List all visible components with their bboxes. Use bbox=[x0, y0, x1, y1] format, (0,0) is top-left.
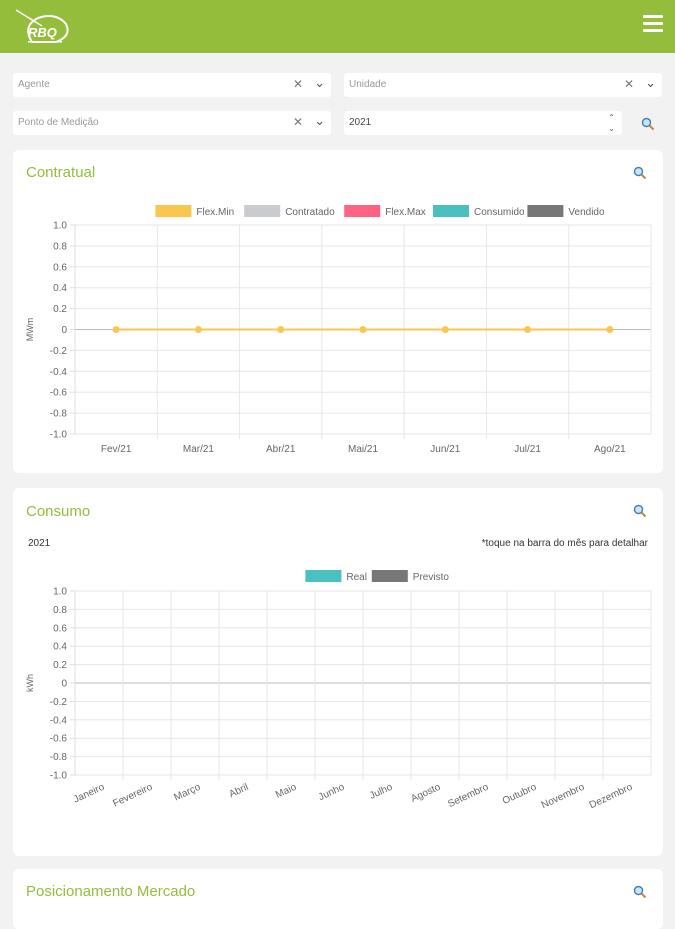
mercado-title: Posicionamento Mercado bbox=[26, 883, 196, 900]
consumo-year: 2021 bbox=[28, 538, 51, 549]
consumo-hint: *toque na barra do mês para detalhar bbox=[481, 538, 648, 549]
y-tick-label-7: -0.4 bbox=[50, 367, 68, 378]
y-tick-label-0: 1.0 bbox=[53, 587, 67, 598]
legend-label-4: Vendido bbox=[568, 207, 605, 218]
y-tick-label-9: -0.8 bbox=[50, 409, 68, 420]
consumo-chart: Real Previsto 1.0 0.8 0.6 0.4 0.2 0 -0.2 -0.4 -0.6… bbox=[25, 570, 652, 812]
rbq-logo[interactable]: RBQ bbox=[12, 6, 72, 48]
y-tick-label-5: 0 bbox=[61, 325, 67, 336]
legend-swatch-3 bbox=[433, 205, 469, 217]
unidade-chevron-down-icon[interactable]: ⌄ bbox=[645, 75, 656, 90]
legend-swatch-0 bbox=[155, 205, 192, 217]
legend-swatch-0 bbox=[305, 570, 342, 582]
x-tick-label-4: Maio bbox=[274, 782, 299, 801]
contratual-search-icon[interactable] bbox=[633, 166, 647, 180]
year-value: 2021 bbox=[349, 117, 372, 128]
series-point-0-2 bbox=[277, 326, 285, 333]
ponto-medicao-select[interactable]: Ponto de Medição ✕ ⌄ bbox=[13, 111, 331, 135]
x-tick-label-1: Fevereiro bbox=[111, 782, 154, 810]
x-tick-label-0: Fev/21 bbox=[101, 444, 132, 455]
agente-chevron-down-icon[interactable]: ⌄ bbox=[314, 75, 325, 90]
legend-label-1: Previsto bbox=[413, 572, 450, 583]
series-point-0-0 bbox=[112, 326, 120, 333]
y-tick-label-10: -1.0 bbox=[50, 771, 68, 782]
x-tick-label-2: Abr/21 bbox=[266, 444, 296, 455]
agente-placeholder: Agente bbox=[18, 79, 50, 90]
ponto-medicao-placeholder: Ponto de Medição bbox=[18, 117, 99, 128]
y-tick-label-2: 0.6 bbox=[53, 623, 67, 634]
y-tick-label-8: -0.6 bbox=[50, 734, 68, 745]
x-tick-label-7: Agosto bbox=[409, 782, 442, 805]
mercado-card: Posicionamento Mercado bbox=[13, 869, 663, 929]
unidade-placeholder: Unidade bbox=[349, 79, 387, 90]
x-tick-label-2: Março bbox=[172, 782, 202, 804]
y-tick-label-0: 1.0 bbox=[53, 221, 67, 232]
x-tick-label-11: Dezembro bbox=[588, 782, 635, 812]
series-point-0-4 bbox=[441, 326, 449, 333]
consumo-title: Consumo bbox=[26, 503, 91, 520]
y-tick-label-9: -0.8 bbox=[50, 752, 68, 763]
y-tick-label-4: 0.2 bbox=[53, 660, 67, 671]
y-tick-label-1: 0.8 bbox=[53, 605, 67, 616]
legend-label-3: Consumido bbox=[474, 207, 525, 218]
unidade-clear-icon[interactable]: ✕ bbox=[623, 77, 634, 91]
consumo-card: Consumo 2021 *toque na barra do mês para… bbox=[13, 488, 663, 856]
x-tick-label-8: Setembro bbox=[446, 782, 490, 810]
unidade-select[interactable]: Unidade ✕ ⌄ bbox=[344, 73, 662, 97]
consumo-search-icon[interactable] bbox=[633, 504, 647, 518]
y-tick-label-7: -0.4 bbox=[50, 715, 68, 726]
contratual-title: Contratual bbox=[26, 164, 96, 181]
y-tick-label-10: -1.0 bbox=[50, 430, 68, 441]
series-point-0-1 bbox=[194, 326, 202, 333]
legend-label-0: Flex.Min bbox=[196, 207, 234, 218]
y-tick-label-3: 0.4 bbox=[53, 283, 67, 294]
year-input[interactable]: 2021 ⌃ ⌄ bbox=[344, 111, 622, 135]
y-tick-label-2: 0.6 bbox=[53, 262, 67, 273]
x-tick-label-0: Janeiro bbox=[72, 782, 107, 806]
agente-select[interactable]: Agente ✕ ⌄ bbox=[13, 73, 331, 97]
ponto-clear-icon[interactable]: ✕ bbox=[292, 115, 303, 129]
y-tick-label-3: 0.4 bbox=[53, 642, 67, 653]
top-bar: RBQ bbox=[0, 0, 675, 53]
ponto-chevron-down-icon[interactable]: ⌄ bbox=[314, 113, 325, 128]
y-tick-label-4: 0.2 bbox=[53, 304, 67, 315]
x-tick-label-9: Outubro bbox=[501, 782, 539, 807]
agente-clear-icon[interactable]: ✕ bbox=[292, 77, 303, 91]
x-tick-label-3: Mai/21 bbox=[348, 444, 378, 455]
x-tick-label-6: Ago/21 bbox=[594, 444, 626, 455]
y-tick-label-8: -0.6 bbox=[50, 388, 68, 399]
contratual-card: Contratual Flex.Min Contratado Flex.Max Con… bbox=[13, 150, 663, 473]
x-tick-label-4: Jun/21 bbox=[430, 444, 460, 455]
legend-label-1: Contratado bbox=[285, 207, 335, 218]
x-tick-label-5: Junho bbox=[317, 782, 347, 804]
mercado-search-icon[interactable] bbox=[633, 885, 647, 899]
legend-swatch-1 bbox=[244, 205, 281, 217]
y-tick-label-1: 0.8 bbox=[53, 241, 67, 252]
legend-swatch-2 bbox=[344, 205, 381, 217]
x-tick-label-10: Novembro bbox=[540, 782, 587, 812]
contratual-chart: Flex.Min Contratado Flex.Max Consumido Vendi… bbox=[25, 205, 652, 455]
x-tick-label-6: Julho bbox=[368, 782, 395, 802]
y-axis-label: MWm bbox=[25, 318, 35, 342]
x-tick-label-1: Mar/21 bbox=[183, 444, 215, 455]
year-stepper-icon[interactable]: ⌃ ⌄ bbox=[608, 113, 615, 133]
legend-label-0: Real bbox=[346, 572, 367, 583]
y-tick-label-5: 0 bbox=[61, 679, 67, 690]
series-point-0-5 bbox=[524, 326, 532, 333]
legend-swatch-4 bbox=[527, 205, 564, 217]
y-axis-label: kWh bbox=[25, 674, 35, 692]
series-point-0-6 bbox=[606, 326, 614, 333]
x-tick-label-3: Abril bbox=[227, 782, 250, 800]
legend-swatch-1 bbox=[371, 570, 408, 582]
legend-label-2: Flex.Max bbox=[385, 207, 426, 218]
filter-search-icon[interactable] bbox=[641, 117, 655, 131]
x-tick-label-5: Jul/21 bbox=[514, 444, 541, 455]
series-point-0-3 bbox=[359, 326, 367, 333]
y-tick-label-6: -0.2 bbox=[50, 697, 68, 708]
y-tick-label-6: -0.2 bbox=[50, 346, 68, 357]
hamburger-menu-icon[interactable] bbox=[643, 15, 663, 35]
logo-text: RBQ bbox=[28, 25, 57, 40]
